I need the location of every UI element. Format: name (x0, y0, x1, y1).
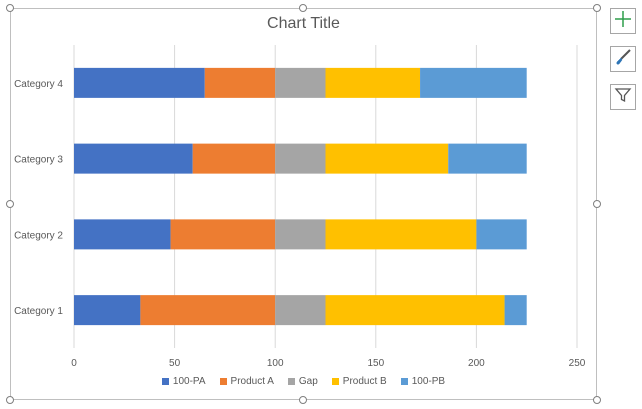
bar-segment-product-b-category-2[interactable] (325, 219, 477, 250)
resize-handle-right[interactable] (593, 200, 601, 208)
legend-label: 100-PA (172, 376, 206, 387)
bar-segment-gap-category-4[interactable] (275, 67, 326, 98)
bar-segment-100-pa-category-4[interactable] (74, 67, 205, 98)
bar-segment-product-a-category-3[interactable] (192, 143, 276, 174)
legend-item[interactable]: Gap (287, 376, 318, 387)
x-tick-label: 50 (169, 358, 181, 369)
x-tick-label: 150 (367, 358, 384, 369)
resize-handle-top[interactable] (299, 4, 307, 12)
legend-swatch (400, 378, 408, 385)
resize-handle-bottom[interactable] (299, 396, 307, 404)
legend-label: Product A (230, 376, 274, 387)
x-tick-label: 200 (468, 358, 485, 369)
x-tick-label: 0 (71, 358, 77, 369)
plus-icon (614, 10, 632, 33)
bar-segment-product-b-category-3[interactable] (325, 143, 449, 174)
resize-handle-bottom-right[interactable] (593, 396, 601, 404)
resize-handle-left[interactable] (6, 200, 14, 208)
resize-handle-top-left[interactable] (6, 4, 14, 12)
legend-label: Gap (298, 376, 318, 387)
legend-swatch (331, 378, 339, 385)
chart-styles-button[interactable] (610, 46, 636, 72)
bar-segment-product-a-category-4[interactable] (204, 67, 276, 98)
legend-swatch (287, 378, 295, 385)
x-tick-label: 100 (267, 358, 284, 369)
bar-segment-100-pb-category-1[interactable] (504, 295, 527, 326)
bar-segment-100-pb-category-4[interactable] (420, 67, 527, 98)
legend-swatch (219, 378, 227, 385)
bar-segment-gap-category-3[interactable] (275, 143, 326, 174)
chart-title[interactable]: Chart Title (267, 15, 340, 32)
brush-icon (614, 48, 632, 71)
funnel-icon (614, 86, 632, 109)
bar-segment-100-pb-category-3[interactable] (448, 143, 527, 174)
y-category-label: Category 3 (14, 155, 63, 166)
legend-label: 100-PB (411, 376, 446, 387)
chart-elements-button[interactable] (610, 8, 636, 34)
bar-segment-100-pa-category-1[interactable] (74, 295, 141, 326)
legend-item[interactable]: 100-PA (161, 376, 206, 387)
chart-legend[interactable]: 100-PA Product A Gap Product B 100-PB (10, 376, 597, 387)
bar-segment-product-a-category-2[interactable] (170, 219, 276, 250)
bar-segment-product-a-category-1[interactable] (140, 295, 276, 326)
legend-item[interactable]: Product B (331, 376, 387, 387)
y-category-label: Category 4 (14, 79, 63, 90)
chart-filters-button[interactable] (610, 84, 636, 110)
bar-segment-gap-category-2[interactable] (275, 219, 326, 250)
bar-segment-product-b-category-4[interactable] (325, 67, 421, 98)
bar-segment-gap-category-1[interactable] (275, 295, 326, 326)
bar-segment-100-pb-category-2[interactable] (476, 219, 527, 250)
resize-handle-top-right[interactable] (593, 4, 601, 12)
bar-segment-100-pa-category-2[interactable] (74, 219, 171, 250)
legend-swatch (161, 378, 169, 385)
legend-label: Product B (342, 376, 387, 387)
x-tick-label: 250 (569, 358, 586, 369)
y-category-label: Category 1 (14, 306, 63, 317)
y-category-label: Category 2 (14, 230, 63, 241)
legend-item[interactable]: Product A (219, 376, 274, 387)
legend-item[interactable]: 100-PB (400, 376, 446, 387)
bar-segment-product-b-category-1[interactable] (325, 295, 505, 326)
resize-handle-bottom-left[interactable] (6, 396, 14, 404)
bar-segment-100-pa-category-3[interactable] (74, 143, 193, 174)
